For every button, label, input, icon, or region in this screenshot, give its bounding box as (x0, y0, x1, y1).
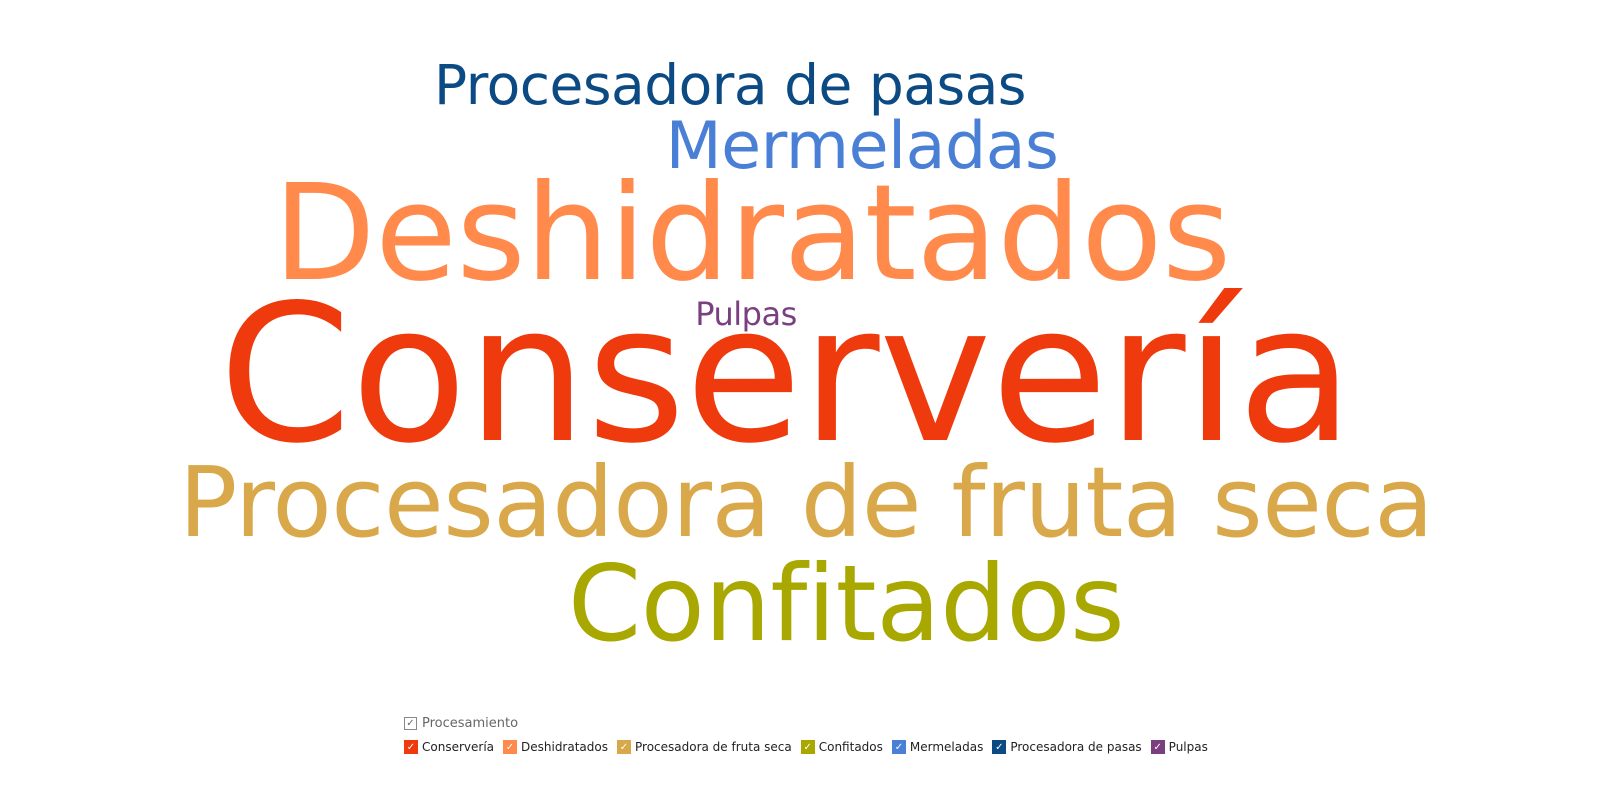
legend-item-deshidratados[interactable]: ✓ Deshidratados (503, 740, 608, 754)
legend-item-label: Mermeladas (909, 740, 984, 754)
legend-title[interactable]: ✓ Procesamiento (404, 714, 1217, 732)
legend-item-label: Procesadora de pasas (1010, 740, 1142, 754)
legend-item-label: Pulpas (1168, 740, 1208, 754)
legend-item-procesadora-de-pasas[interactable]: ✓ Procesadora de pasas (992, 740, 1142, 754)
checkbox-icon[interactable]: ✓ (617, 740, 631, 754)
word-confitados: Confitados (567, 543, 1125, 665)
word-procesadora-de-fruta-seca: Procesadora de fruta seca (178, 446, 1434, 559)
word-mermeladas: Mermeladas (665, 109, 1059, 184)
legend-items: ✓ Conservería ✓ Deshidratados ✓ Procesad… (404, 738, 1217, 756)
legend-item-label: Deshidratados (521, 740, 608, 754)
legend-item-label: Procesadora de fruta seca (635, 740, 792, 754)
checkbox-icon[interactable]: ✓ (800, 740, 815, 754)
word-pulpas: Pulpas (695, 295, 797, 333)
word-procesadora-de-pasas: Procesadora de pasas (434, 53, 1026, 117)
word-conserveria: Conservería (218, 264, 1354, 485)
checkbox-icon[interactable]: ✓ (404, 716, 417, 730)
checkbox-icon[interactable]: ✓ (1150, 740, 1165, 754)
legend-item-procesadora-de-fruta-seca[interactable]: ✓ Procesadora de fruta seca (617, 740, 792, 754)
legend-item-pulpas[interactable]: ✓ Pulpas (1150, 740, 1208, 754)
word-deshidratados: Deshidratados (273, 157, 1231, 311)
legend: ✓ Procesamiento ✓ Conservería ✓ Deshidra… (404, 714, 1217, 756)
legend-item-label: Confitados (818, 740, 883, 754)
checkbox-icon[interactable]: ✓ (992, 740, 1007, 754)
checkbox-icon[interactable]: ✓ (503, 740, 517, 754)
legend-item-label: Conservería (422, 740, 494, 754)
legend-item-conserveria[interactable]: ✓ Conservería (404, 740, 494, 754)
checkbox-icon[interactable]: ✓ (404, 740, 418, 754)
legend-title-label: Procesamiento (422, 715, 519, 731)
legend-item-mermeladas[interactable]: ✓ Mermeladas (891, 740, 984, 754)
checkbox-icon[interactable]: ✓ (891, 740, 906, 754)
word-cloud: Procesadora de pasas Mermeladas Deshidra… (178, 53, 1434, 665)
legend-item-confitados[interactable]: ✓ Confitados (800, 740, 883, 754)
